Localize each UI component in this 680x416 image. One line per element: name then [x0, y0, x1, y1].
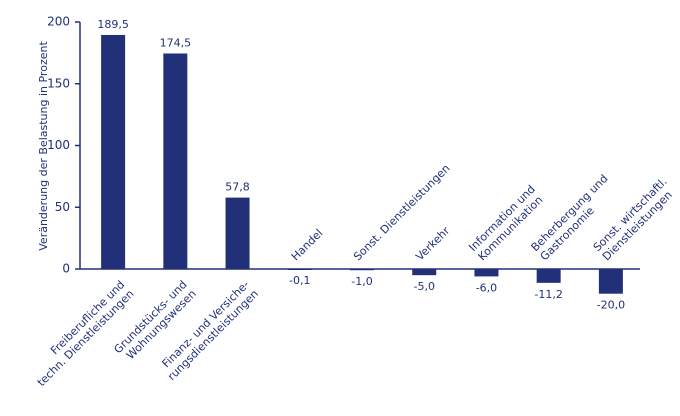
y-tick-label: 150: [47, 76, 70, 90]
value-label: -6,0: [476, 281, 497, 294]
value-label: -5,0: [413, 280, 434, 293]
y-tick-label: 50: [55, 200, 70, 214]
x-tick-label-line: Handel: [289, 227, 326, 264]
bar: [287, 269, 312, 270]
bar: [163, 53, 188, 270]
x-tick-label: Freiberufliche undtechn. Dienstleistunge…: [26, 278, 137, 389]
value-label: -11,2: [534, 288, 562, 301]
x-tick-label-line: Verkehr: [413, 224, 452, 263]
bar: [598, 269, 623, 294]
value-label: -20,0: [597, 299, 625, 312]
bar: [101, 34, 126, 269]
y-tick-label: 0: [62, 262, 70, 276]
value-label: -0,1: [289, 274, 310, 287]
bar: [350, 269, 374, 271]
y-tick-label: 200: [47, 15, 70, 29]
y-tick-label: 100: [47, 138, 70, 152]
x-tick-label: Handel: [289, 227, 326, 264]
bar: [225, 197, 250, 269]
value-label: 174,5: [160, 36, 192, 49]
y-axis-label: Veränderung der Belastung in Prozent: [37, 41, 50, 251]
value-label: -1,0: [351, 275, 372, 288]
value-label: 57,8: [225, 181, 250, 194]
bar: [536, 269, 561, 283]
x-tick-label: Sonst. wirtschaftl.Dienstleistungen: [591, 175, 679, 263]
bar: [412, 269, 437, 276]
x-tick-label: Verkehr: [413, 224, 452, 263]
bar: [474, 269, 499, 277]
value-label: 189,5: [97, 18, 129, 31]
